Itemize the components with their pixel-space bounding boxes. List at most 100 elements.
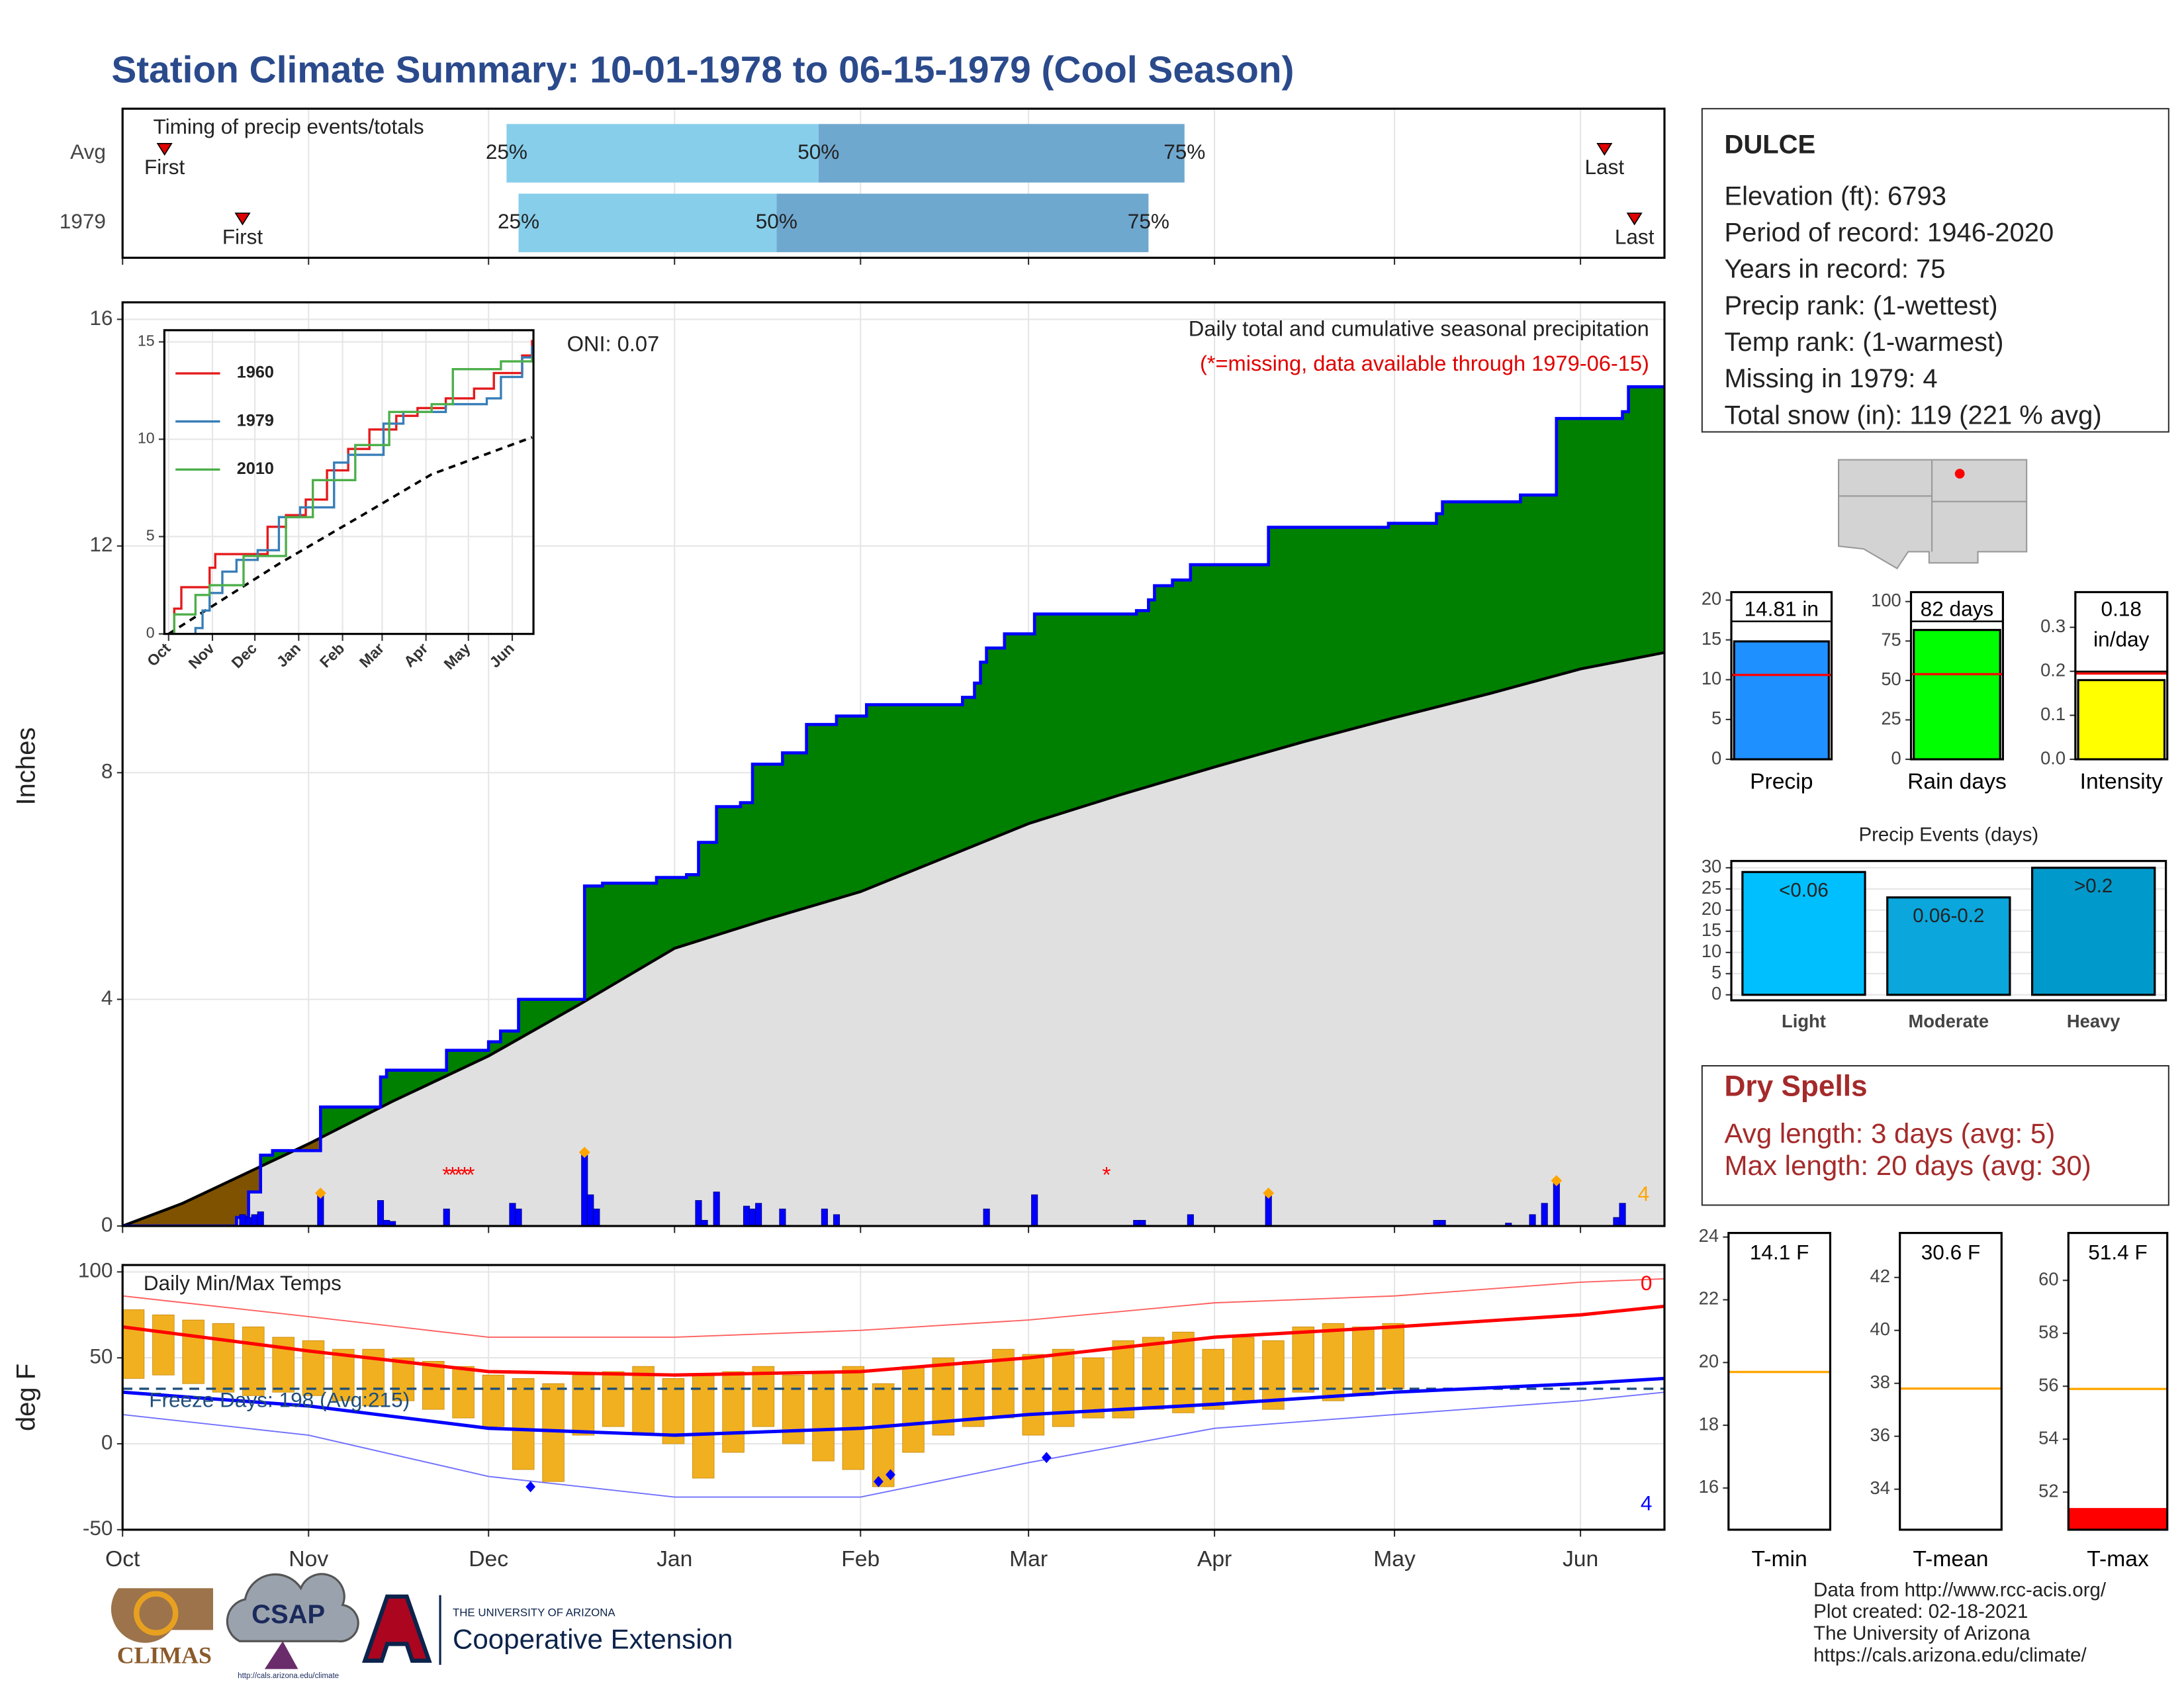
y-tick-label: 20 — [1702, 898, 1721, 919]
series-line — [168, 346, 533, 634]
inset-bg — [164, 330, 534, 634]
daily-bar — [1553, 1183, 1560, 1227]
daily-bar — [443, 1208, 450, 1227]
plot-area — [122, 1278, 1664, 1498]
daily-bar — [239, 1214, 246, 1227]
climas-emblem — [111, 1588, 214, 1643]
daily-bar — [1265, 1194, 1272, 1227]
value-label: 14.1 F — [1749, 1241, 1809, 1266]
daily-bar — [245, 1217, 252, 1227]
y-tick-label: 15 — [138, 332, 155, 350]
logos: CLIMAS CSAP http://cals.arizona.edu/clim… — [111, 1573, 733, 1680]
panel-bg — [1728, 1233, 1831, 1530]
daily-bar — [317, 1194, 324, 1227]
y-tick-label: -50 — [83, 1516, 113, 1540]
climas-sun — [134, 1591, 179, 1636]
inset-plot — [167, 340, 533, 634]
temp-range-bar — [902, 1366, 925, 1453]
bar — [1886, 896, 2011, 996]
value-label-box: 14.1 F — [1749, 1241, 1809, 1266]
daily-bar — [587, 1194, 594, 1227]
university-label: THE UNIVERSITY OF ARIZONA — [453, 1607, 615, 1619]
daily-bar — [389, 1221, 396, 1227]
y-tick-label: 38 — [1870, 1372, 1890, 1392]
station-line: Total snow (in): 119 (221 % avg) — [1724, 400, 2101, 430]
bar — [1913, 629, 2001, 760]
daily-bar — [1619, 1203, 1626, 1227]
daily-bar — [833, 1214, 841, 1227]
average-area — [122, 652, 1664, 1227]
temp-range-bar — [1202, 1348, 1225, 1410]
first-marker — [234, 212, 251, 226]
y-tick-label: 0.1 — [2040, 704, 2066, 724]
value-label: 82 days — [1920, 597, 1994, 622]
daily-bar — [593, 1208, 600, 1227]
temp-range-bar — [152, 1314, 175, 1376]
record-low-count: 4 — [1641, 1491, 1653, 1515]
y-tick-label: 0 — [101, 1430, 113, 1454]
category-label: T-mean — [1913, 1547, 1988, 1571]
daily-bar — [257, 1211, 264, 1227]
daily-bar — [983, 1208, 990, 1227]
panel-frame — [121, 1264, 1666, 1531]
station-line: Elevation (ft): 6793 — [1724, 181, 1946, 211]
bar-label: 0.06-0.2 — [1913, 905, 1984, 927]
x-tick-label: Feb — [841, 1547, 880, 1571]
average-line — [122, 651, 1664, 1227]
temp-range-bar — [632, 1366, 655, 1436]
temp-range-bar — [572, 1374, 595, 1436]
panel-frame — [1727, 1232, 1832, 1531]
dry-spells-info: Avg length: 3 days (avg: 5)Max length: 2… — [1724, 1117, 2091, 1180]
station-line: Temp rank: (1-warmest) — [1724, 328, 2003, 357]
y-tick-label: 0 — [146, 624, 155, 641]
daily-bar — [779, 1208, 786, 1227]
row-label: Avg — [70, 140, 106, 164]
value-label-box: 82 days — [1920, 597, 1994, 622]
y-tick-label: 10 — [1702, 941, 1721, 961]
legend-label: 2010 — [237, 459, 274, 478]
series-line — [168, 357, 533, 634]
quartile-label: 50% — [756, 209, 797, 233]
y-tick-label: 24 — [1699, 1225, 1719, 1246]
station-info: Elevation (ft): 6793 Period of record: 19… — [1724, 181, 2101, 430]
temp-range-bar — [122, 1309, 145, 1379]
temp-range-bar — [452, 1366, 475, 1419]
category-label: Intensity — [2080, 770, 2163, 794]
cumulative-line — [122, 385, 1664, 1227]
bar — [2068, 1508, 2167, 1530]
extension-label: Cooperative Extension — [453, 1623, 733, 1654]
panel-frame — [2067, 1232, 2169, 1531]
y-tick-label: 50 — [1881, 669, 1901, 689]
y-tick-label: 0.0 — [2040, 747, 2066, 768]
footer-line: Plot created: 02-18-2021 — [1813, 1601, 2028, 1622]
value-label-box: 30.6 F — [1921, 1241, 1981, 1265]
value-label-frame — [1910, 591, 2004, 622]
daily-bar — [695, 1200, 702, 1227]
footer: Data from http://www.rcc-acis.org/Plot c… — [1813, 1579, 2107, 1665]
series-line — [168, 340, 533, 634]
y-tick-label: 52 — [2038, 1480, 2058, 1501]
climas-label: CLIMAS — [117, 1642, 212, 1669]
bar — [1728, 1529, 1831, 1530]
average-line — [122, 1304, 1664, 1377]
average-line — [167, 436, 533, 634]
x-tick-label: Apr — [1197, 1547, 1232, 1571]
y-tick-label: 20 — [1699, 1351, 1719, 1372]
value-label-box: 51.4 F — [2088, 1241, 2148, 1266]
category-label: Rain days — [1907, 770, 2007, 794]
x-tick-label: Dec — [469, 1547, 508, 1571]
y-tick-label: 100 — [1871, 590, 1901, 610]
csap-cloud — [226, 1573, 359, 1643]
y-tick-label: 50 — [89, 1344, 113, 1368]
dry-spells-box — [1701, 1064, 2169, 1206]
y-tick-label: 60 — [2038, 1268, 2058, 1289]
y-tick-label: 0 — [101, 1212, 113, 1236]
value-label: 51.4 F — [2088, 1241, 2148, 1266]
x-tick-label: Jun — [1563, 1547, 1598, 1571]
temp-range-bar — [842, 1366, 865, 1470]
record-low-marker — [525, 1481, 536, 1493]
panel-frame — [121, 301, 1666, 1227]
panel-title: Timing of precip events/totals — [154, 115, 424, 138]
missing-marker: * — [442, 1163, 451, 1188]
category-label: Moderate — [1909, 1011, 1989, 1031]
